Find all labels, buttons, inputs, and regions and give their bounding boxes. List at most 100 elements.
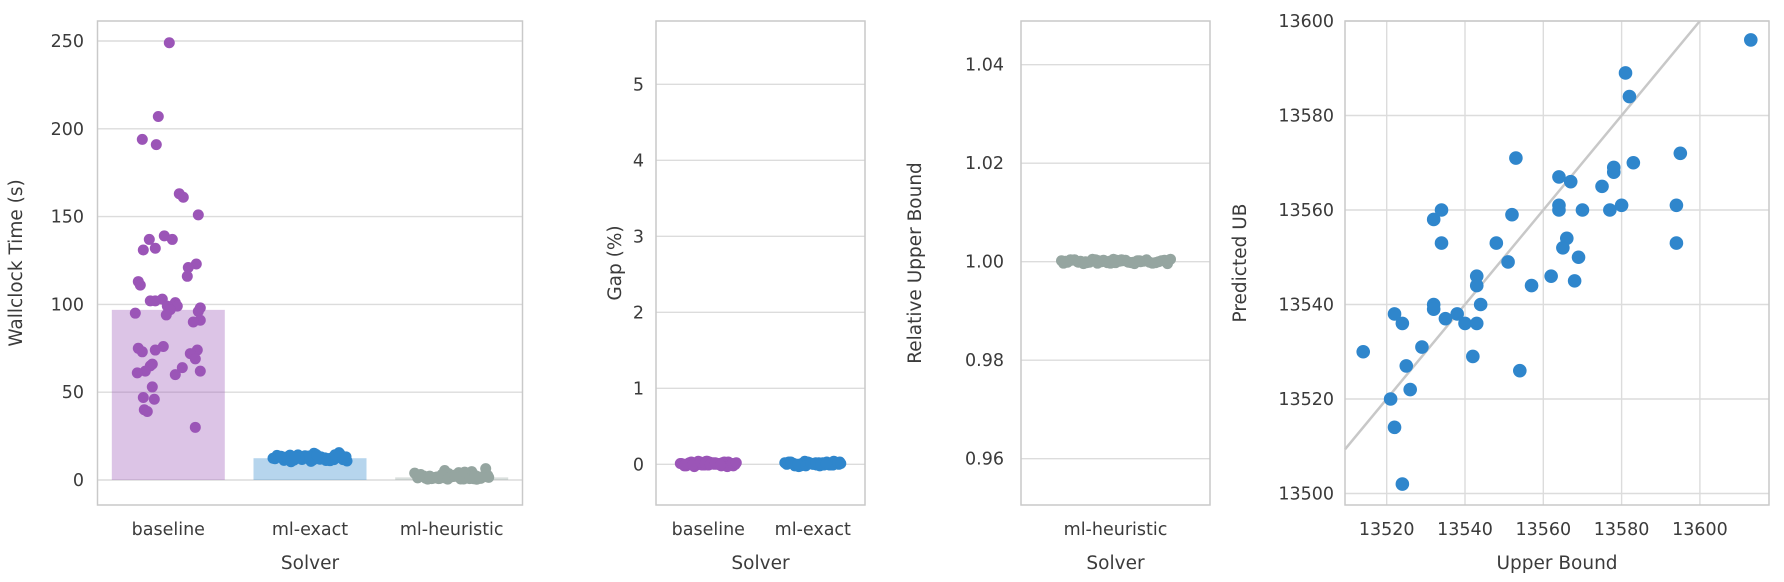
data-point xyxy=(149,295,161,307)
gridlines xyxy=(1345,20,1769,505)
data-point xyxy=(192,305,204,317)
data-point xyxy=(1438,311,1453,326)
x-tick-labels: baseline ml-exact xyxy=(672,520,851,540)
data-point xyxy=(149,242,161,254)
data-point xyxy=(1614,198,1629,213)
x-tick-label: 13520 xyxy=(1359,520,1415,540)
data-point xyxy=(181,270,193,282)
axes-frame xyxy=(1020,20,1211,506)
data-point xyxy=(414,469,426,481)
data-point xyxy=(1618,66,1633,80)
y-tick-labels: 0.96 0.98 1.00 1.02 1.04 xyxy=(965,56,1004,470)
data-point xyxy=(474,471,486,483)
y-tick-label: 0 xyxy=(73,471,84,491)
y-tick-label: 4 xyxy=(633,151,644,171)
data-point xyxy=(1473,297,1488,312)
data-point xyxy=(148,393,160,405)
data-point xyxy=(150,139,162,151)
data-point xyxy=(189,421,201,433)
y-tick-label: 5 xyxy=(633,75,644,95)
strip-points-ml-exact xyxy=(779,455,847,473)
data-point xyxy=(1162,258,1173,270)
data-point xyxy=(1489,236,1504,250)
data-point xyxy=(1134,255,1145,267)
subplot-pred_vs_ub: 13500 13520 13540 13560 13580 13600 13520 13540… xyxy=(1230,12,1770,574)
data-point xyxy=(1567,274,1582,288)
data-point xyxy=(1415,340,1429,354)
strip-points-ml-exact xyxy=(267,447,353,468)
data-point xyxy=(1552,170,1566,184)
data-point xyxy=(177,191,189,203)
data-point xyxy=(1466,349,1480,364)
subplot-gap: 0 1 2 3 4 5 baseline ml-exact Solver Gap (%) xyxy=(605,20,866,574)
data-point xyxy=(166,233,178,245)
identity-line xyxy=(1344,20,1701,451)
data-point xyxy=(1571,250,1586,265)
data-point xyxy=(169,369,181,381)
data-point xyxy=(1383,392,1398,406)
y-tick-label: 13540 xyxy=(1278,296,1334,316)
x-tick-label: ml-exact xyxy=(775,520,851,540)
data-point xyxy=(1450,307,1464,321)
data-point xyxy=(289,452,301,464)
data-point xyxy=(131,367,143,379)
data-point xyxy=(1524,278,1539,293)
x-tick-label: 13560 xyxy=(1515,520,1571,540)
y-tick-label: 1.04 xyxy=(965,56,1004,76)
data-point xyxy=(136,133,148,145)
y-tick-label: 1.02 xyxy=(965,154,1004,174)
x-axis-label: Solver xyxy=(281,553,340,574)
y-tick-label: 200 xyxy=(51,120,84,140)
strip-points-baseline xyxy=(129,37,206,433)
y-tick-label: 100 xyxy=(51,295,84,315)
y-axis-label: Gap (%) xyxy=(605,225,626,300)
y-tick-label: 13500 xyxy=(1278,485,1334,505)
data-point xyxy=(1603,203,1617,217)
y-tick-labels: 13500 13520 13540 13560 13580 13600 xyxy=(1278,12,1334,505)
y-tick-label: 1.00 xyxy=(965,253,1004,273)
data-point xyxy=(137,244,149,256)
y-tick-label: 0 xyxy=(633,455,644,475)
data-point xyxy=(136,346,148,358)
data-point xyxy=(152,111,164,123)
y-tick-label: 13600 xyxy=(1278,12,1334,32)
y-axis-label: Relative Upper Bound xyxy=(905,162,926,364)
data-point xyxy=(1426,212,1441,227)
data-point xyxy=(1622,89,1637,104)
data-point xyxy=(1505,207,1519,222)
data-point xyxy=(1563,174,1578,189)
x-axis-label: Solver xyxy=(1086,553,1145,574)
data-point xyxy=(1395,316,1410,331)
data-point xyxy=(275,450,287,462)
data-point xyxy=(146,381,158,393)
data-point xyxy=(1669,236,1684,250)
data-point xyxy=(134,279,146,291)
data-point xyxy=(1403,382,1417,397)
data-point xyxy=(1426,302,1441,317)
data-point xyxy=(149,344,161,356)
data-point xyxy=(137,391,149,403)
data-point xyxy=(340,451,352,463)
data-point xyxy=(1556,241,1570,255)
data-point xyxy=(160,309,172,321)
bars xyxy=(111,309,509,480)
data-point xyxy=(1458,316,1472,331)
y-tick-label: 13560 xyxy=(1278,201,1334,221)
y-tick-label: 3 xyxy=(633,227,644,247)
y-axis-label: Predicted UB xyxy=(1230,204,1251,323)
strip-points-baseline xyxy=(674,455,742,473)
data-point xyxy=(192,209,204,221)
data-point xyxy=(1469,316,1484,331)
x-axis-label: Upper Bound xyxy=(1496,553,1617,574)
data-point xyxy=(194,365,206,377)
data-point xyxy=(1469,278,1484,293)
data-point xyxy=(1387,307,1402,321)
x-tick-label: ml-heuristic xyxy=(400,520,504,540)
x-tick-label: baseline xyxy=(132,520,205,540)
data-point xyxy=(483,471,495,483)
scatter-points xyxy=(1356,33,1758,491)
data-point xyxy=(1673,146,1688,161)
bar-baseline xyxy=(111,309,225,480)
data-point xyxy=(1395,477,1410,491)
